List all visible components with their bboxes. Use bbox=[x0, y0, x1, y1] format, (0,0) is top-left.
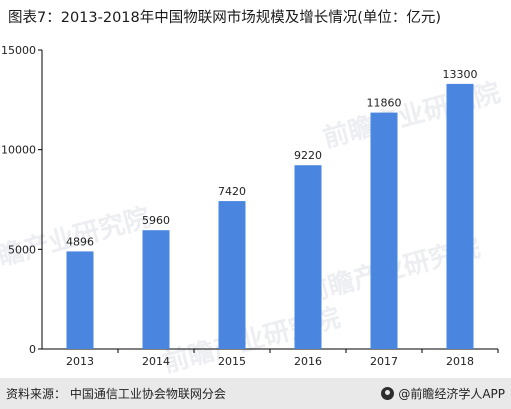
footer-bar: 资料来源： 中国通信工业协会物联网分会 @前瞻经济学人APP bbox=[0, 378, 511, 409]
source-note: 资料来源： 中国通信工业协会物联网分会 bbox=[6, 387, 226, 401]
brand-text: @前瞻经济学人APP bbox=[398, 387, 505, 401]
bar-2014 bbox=[142, 230, 170, 349]
bar-2018 bbox=[446, 83, 474, 350]
bar-2015 bbox=[218, 201, 246, 349]
x-tick-label-2014: 2014 bbox=[142, 355, 170, 368]
data-label-2014: 5960 bbox=[142, 214, 170, 227]
data-label-2017: 11860 bbox=[367, 97, 402, 110]
x-tick-label-2015: 2015 bbox=[218, 355, 246, 368]
data-label-2018: 13300 bbox=[443, 68, 478, 81]
brand-logo-icon bbox=[381, 387, 395, 400]
y-tick-label: 5000 bbox=[8, 243, 36, 256]
data-label-2015: 7420 bbox=[218, 185, 246, 198]
y-tick-label: 15000 bbox=[1, 44, 36, 57]
data-label-2013: 4896 bbox=[66, 235, 94, 248]
chart-title: 图表7：2013-2018年中国物联网市场规模及增长情况(单位：亿元) bbox=[8, 10, 442, 26]
x-tick-label-2018: 2018 bbox=[446, 355, 474, 368]
bar-2013 bbox=[66, 251, 94, 349]
brand-credit: @前瞻经济学人APP bbox=[381, 385, 505, 402]
y-tick-label: 0 bbox=[29, 343, 36, 356]
data-label-2016: 9220 bbox=[294, 149, 322, 162]
y-tick-label: 10000 bbox=[1, 144, 36, 157]
x-tick-label-2016: 2016 bbox=[294, 355, 322, 368]
bar-2017 bbox=[370, 112, 398, 349]
bar-2016 bbox=[294, 165, 322, 349]
x-tick-label-2017: 2017 bbox=[370, 355, 398, 368]
x-tick-label-2013: 2013 bbox=[66, 355, 94, 368]
bar-chart: 0 5000 10000 15000 4896 2013 5960 2014 7420 2015 9… bbox=[1, 44, 499, 368]
